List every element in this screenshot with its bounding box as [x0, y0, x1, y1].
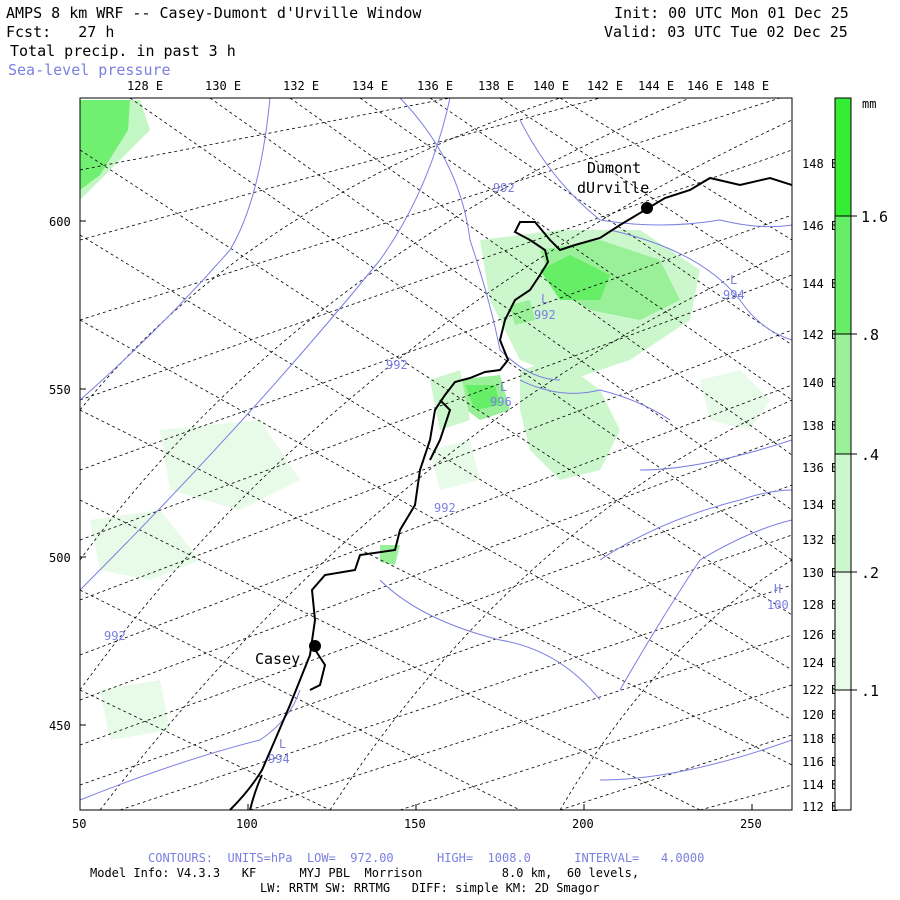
durville-station-label: dUrville — [577, 179, 649, 197]
lon-label: 142 E — [802, 328, 838, 342]
lon-label: 136 E — [417, 79, 453, 93]
x-tick-label: 100 — [236, 817, 258, 831]
y-tick-label: 500 — [49, 551, 71, 565]
lon-label: 118 E — [802, 732, 838, 746]
low-mark: L — [500, 380, 507, 394]
map-title: AMPS 8 km WRF -- Casey-Dumont d'Urville … — [6, 4, 422, 22]
lon-label: 124 E — [802, 656, 838, 670]
lon-label: 134 E — [352, 79, 388, 93]
lon-label: 134 E — [802, 498, 838, 512]
colorbar-band-0-4 — [835, 334, 851, 454]
model-info: Model Info: V4.3.3 KF MYJ PBL Morrison 8… — [90, 866, 640, 880]
graticule — [80, 98, 792, 810]
contour-info: CONTOURS: UNITS=hPa LOW= 972.00 HIGH= 10… — [148, 851, 705, 865]
coastline — [229, 176, 792, 810]
lon-label: 140 E — [533, 79, 569, 93]
colorbar-band-0-1 — [835, 572, 851, 690]
lon-label: 140 E — [802, 376, 838, 390]
lon-label: 130 E — [802, 566, 838, 580]
lon-label: 112 E — [802, 800, 838, 814]
lon-label: 128 E — [127, 79, 163, 93]
colorbar-band-0-8 — [835, 216, 851, 334]
physics-info: LW: RRTM SW: RRTMG DIFF: simple KM: 2D S… — [260, 881, 600, 895]
pressure-labels: 992 992 992 996 994 992 992 994 100 L L … — [104, 181, 789, 766]
low-mark: L — [730, 273, 737, 287]
y-tick-label: 600 — [49, 215, 71, 229]
pressure-label: 100 — [767, 598, 789, 612]
dumont-station-label: Dumont — [587, 159, 641, 177]
top-longitude-labels: 128 E 130 E 132 E 134 E 136 E 138 E 140 … — [127, 79, 769, 93]
lon-label: 148 E — [802, 157, 838, 171]
pressure-label: 992 — [386, 358, 408, 372]
forecast-hour: Fcst: 27 h — [6, 23, 115, 41]
x-tick-label: 200 — [572, 817, 594, 831]
pressure-label: 994 — [723, 288, 745, 302]
pressure-label: 996 — [490, 395, 512, 409]
lon-label: 122 E — [802, 683, 838, 697]
lon-label: 130 E — [205, 79, 241, 93]
lon-label: 126 E — [802, 628, 838, 642]
lon-label: 142 E — [587, 79, 623, 93]
pressure-contours — [80, 98, 792, 801]
pressure-label: 992 — [534, 308, 556, 322]
y-tick-label: 450 — [49, 719, 71, 733]
colorbar — [834, 97, 857, 811]
y-tick-label: 550 — [49, 383, 71, 397]
right-longitude-labels: 148 E 146 E 144 E 142 E 140 E 138 E 136 … — [802, 157, 838, 814]
lon-label: 136 E — [802, 461, 838, 475]
casey-station-marker — [309, 640, 321, 652]
x-tick-label: 50 — [72, 817, 86, 831]
lon-label: 138 E — [802, 419, 838, 433]
lon-label: 132 E — [802, 533, 838, 547]
pressure-label: 994 — [268, 752, 290, 766]
dumont-station-marker — [641, 202, 653, 214]
pressure-label: 992 — [493, 181, 515, 195]
init-time: Init: 00 UTC Mon 01 Dec 25 — [614, 4, 849, 22]
colorbar-band-0-2 — [835, 454, 851, 572]
lon-label: 132 E — [283, 79, 319, 93]
lon-label: 146 E — [802, 219, 838, 233]
lon-label: 144 E — [802, 277, 838, 291]
colorbar-label: .2 — [861, 564, 879, 582]
colorbar-label: .4 — [861, 446, 879, 464]
lon-label: 120 E — [802, 708, 838, 722]
lon-label: 144 E — [638, 79, 674, 93]
precip-shading — [80, 100, 770, 740]
pressure-label: 992 — [434, 501, 456, 515]
pressure-label: 992 — [104, 629, 126, 643]
lon-label: 146 E — [687, 79, 723, 93]
colorbar-label: .1 — [861, 682, 879, 700]
valid-time: Valid: 03 UTC Tue 02 Dec 25 — [604, 23, 848, 41]
colorbar-band-0 — [835, 690, 851, 810]
low-mark: L — [541, 292, 548, 306]
low-mark: L — [279, 737, 286, 751]
colorbar-label: 1.6 — [861, 208, 888, 226]
lon-label: 148 E — [733, 79, 769, 93]
lon-label: 116 E — [802, 755, 838, 769]
x-tick-label: 250 — [740, 817, 762, 831]
bottom-axis — [79, 804, 753, 810]
casey-station-label: Casey — [255, 650, 300, 668]
colorbar-unit: mm — [862, 97, 876, 111]
colorbar-label: .8 — [861, 326, 879, 344]
overlay-name: Sea-level pressure — [8, 61, 171, 79]
left-axis — [80, 220, 86, 726]
field-name: Total precip. in past 3 h — [10, 42, 236, 60]
high-mark: H — [774, 582, 781, 596]
lon-label: 114 E — [802, 778, 838, 792]
lon-label: 128 E — [802, 598, 838, 612]
map-frame — [79, 97, 793, 811]
colorbar-band-1-6 — [835, 98, 851, 216]
x-tick-label: 150 — [404, 817, 426, 831]
lon-label: 138 E — [478, 79, 514, 93]
